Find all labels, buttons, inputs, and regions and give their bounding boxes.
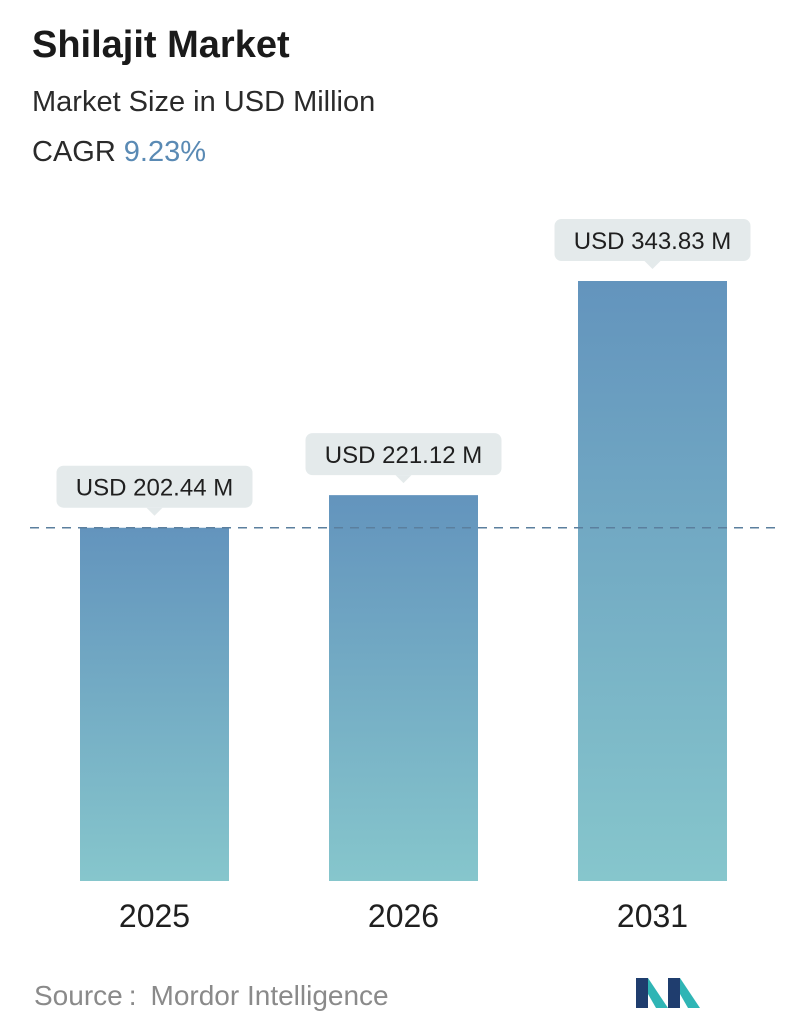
data-label-bubble [56, 465, 253, 508]
logo-middle-bar [668, 978, 680, 1008]
data-label-text: USD 221.12 M [325, 442, 482, 469]
x-tick-labels-group: 2025 2026 2031 [119, 898, 688, 934]
data-label-text: USD 202.44 M [76, 475, 233, 502]
data-labels-group: USD 202.44 M USD 221.12 M USD 343.83 M [56, 219, 751, 516]
chart-title: Shilajit Market [32, 24, 290, 66]
x-tick-label-2025: 2025 [119, 898, 190, 934]
mordor-intelligence-logo-icon [636, 978, 700, 1008]
data-label-2031: USD 343.83 M [554, 219, 751, 269]
data-label-2025: USD 202.44 M [56, 465, 253, 516]
data-label-pointer [644, 261, 661, 269]
bar-chart: USD 202.44 M USD 221.12 M USD 343.83 M 202… [30, 219, 782, 934]
source-line: Source: Mordor Intelligence [34, 980, 389, 1011]
bars-group [80, 281, 727, 881]
logo-right-diagonal [680, 978, 700, 1008]
bar-2026 [329, 495, 478, 881]
source-label: Source [34, 980, 123, 1011]
x-tick-label-2031: 2031 [617, 898, 688, 934]
logo-left-bar [636, 978, 648, 1008]
data-label-pointer [395, 475, 412, 484]
x-tick-label-2026: 2026 [368, 898, 439, 934]
chart-subtitle: Market Size in USD Million [32, 86, 376, 118]
bar-2031 [578, 281, 727, 881]
data-label-text: USD 343.83 M [574, 228, 731, 255]
source-name: Mordor Intelligence [150, 980, 389, 1011]
data-label-bubble [554, 219, 751, 261]
data-label-bubble [305, 433, 502, 476]
cagr-line: CAGR 9.23% [32, 136, 206, 169]
data-label-pointer [146, 507, 163, 516]
cagr-label: CAGR [32, 136, 116, 168]
bar-2025 [80, 527, 229, 881]
data-label-2026: USD 221.12 M [305, 433, 502, 484]
logo-left-diagonal [648, 978, 668, 1008]
cagr-value: 9.23% [123, 136, 207, 168]
